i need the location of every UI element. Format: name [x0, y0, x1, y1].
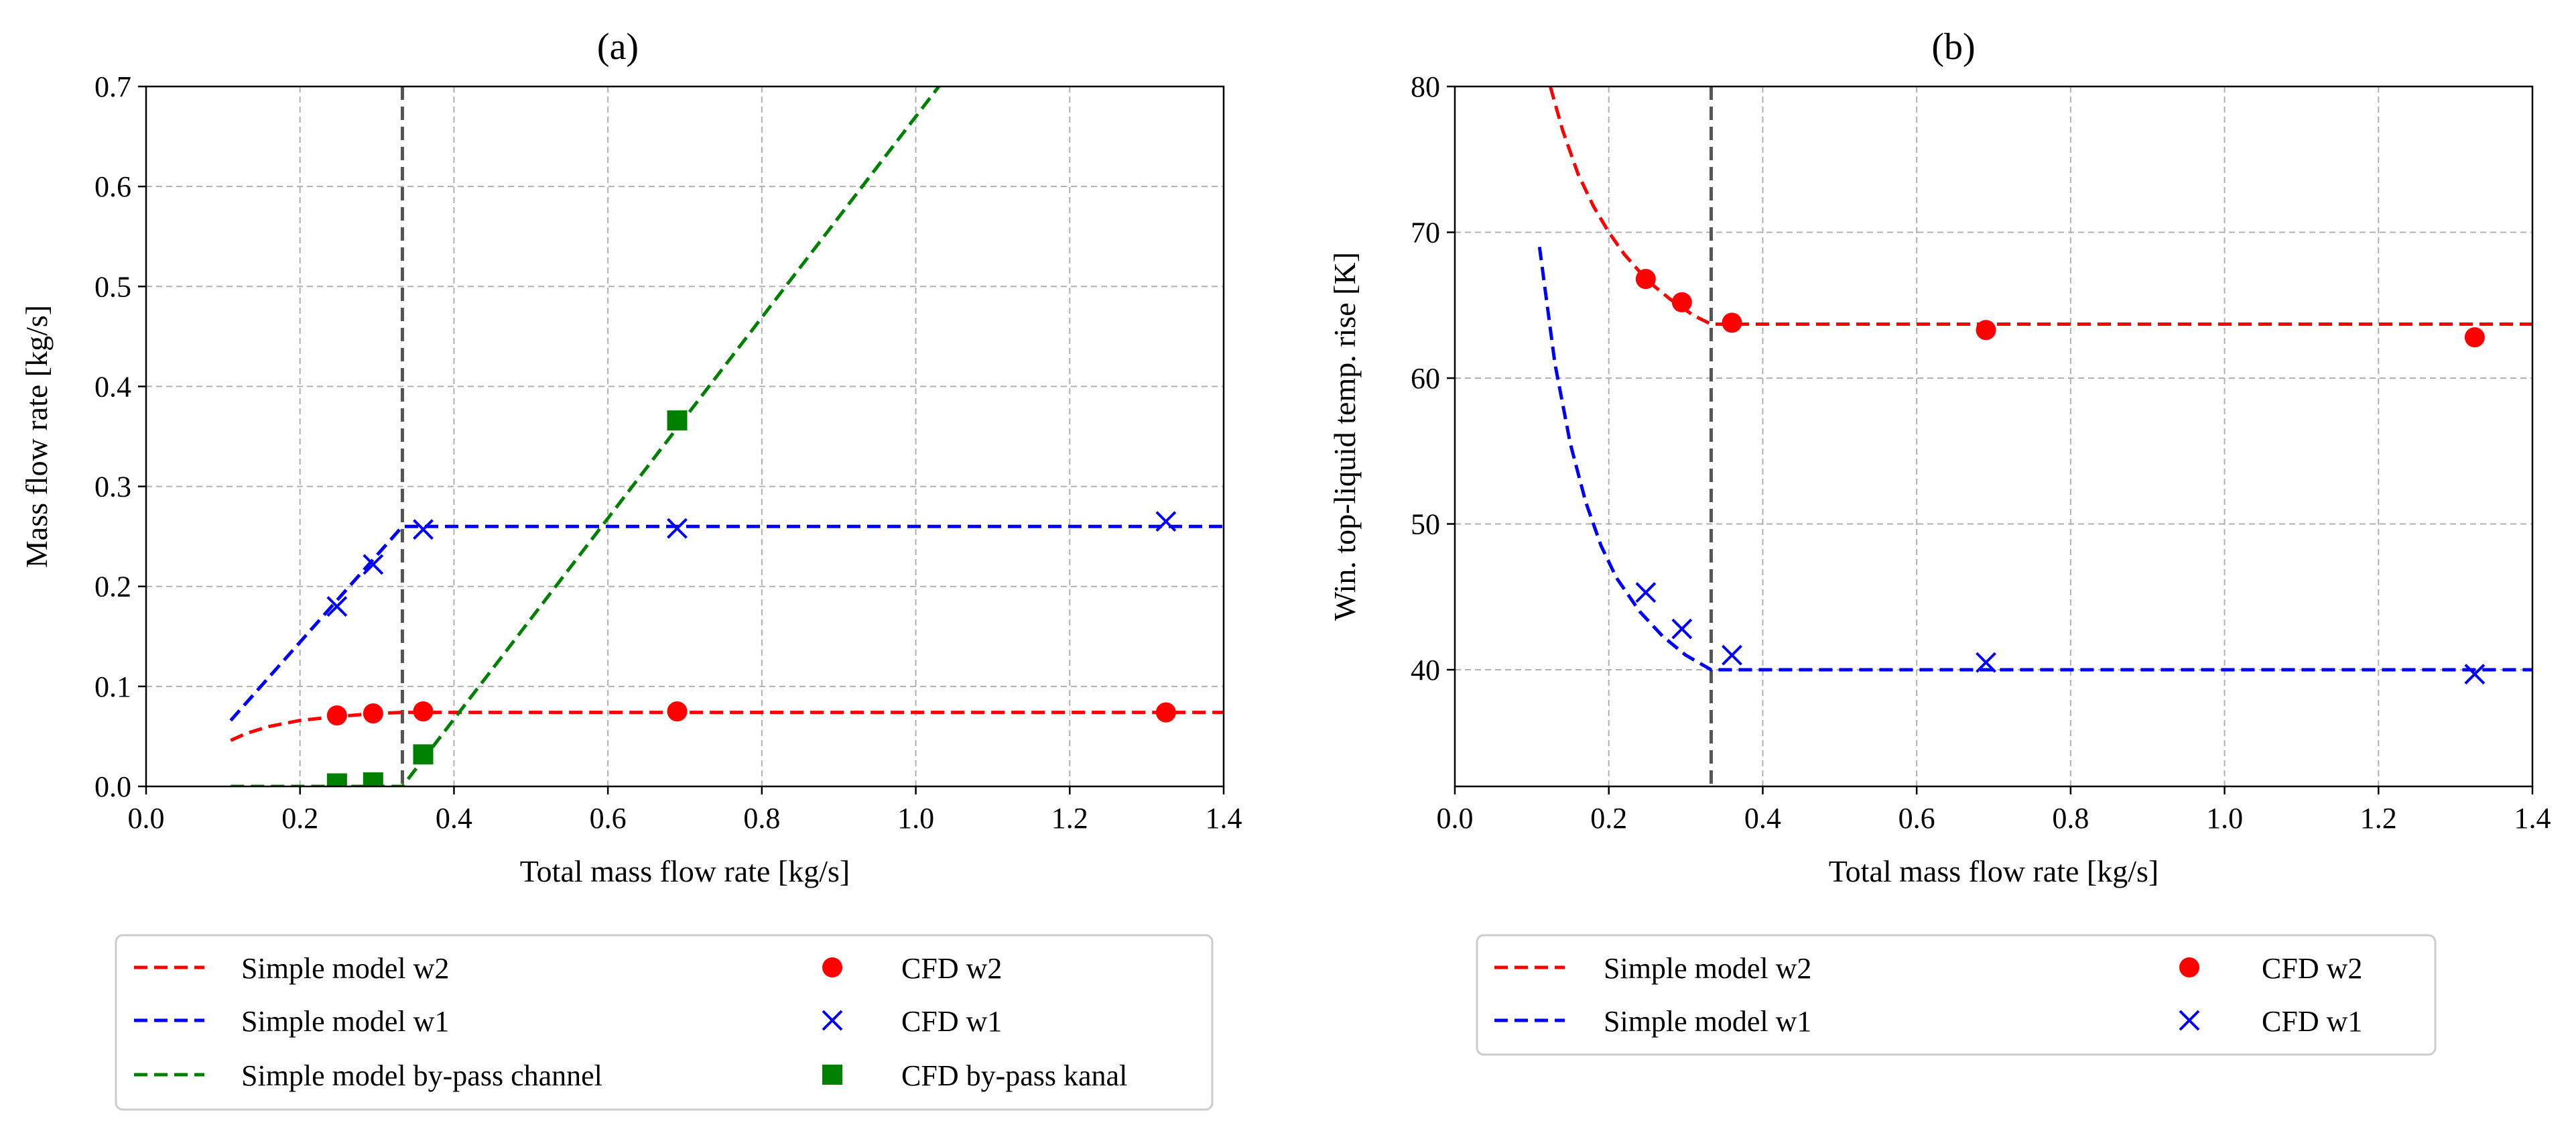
legend-a-marker-cfd-w2: [822, 957, 842, 977]
panel-b-x-axis-label: Total mass flow rate [kg/s]: [1829, 854, 2159, 888]
point-cfd-w1: [1671, 618, 1693, 640]
y-tick-label: 0.2: [94, 571, 131, 603]
x-tick-label: 0.2: [1590, 802, 1627, 835]
series-line-simple-model-w2: [230, 711, 1224, 742]
legend-b-label-simple-w2: Simple model w2: [1604, 952, 1811, 985]
panel-a-axes-frame: [145, 85, 1225, 788]
y-tick-label: 0.4: [94, 370, 131, 403]
y-tick-label: 50: [1411, 508, 1440, 541]
x-tick-label: 1.2: [2360, 802, 2397, 835]
legend-b-label-cfd-w2: CFD w2: [2262, 952, 2362, 985]
point-cfd-w2: [363, 703, 383, 724]
point-cfd-w1: [667, 518, 688, 539]
x-tick-label: 1.0: [2206, 802, 2243, 835]
series-line-simple-model-w1: [229, 524, 1224, 722]
x-tick-label: 0.4: [1744, 802, 1781, 835]
x-tick-label: 0.6: [590, 802, 627, 835]
legend-a-label-simple-bypass: Simple model by-pass channel: [241, 1059, 602, 1092]
point-cfd-by-pass-kanal: [363, 772, 383, 786]
panel-b-plot-area: [1537, 86, 2532, 786]
y-tick-label: 80: [1411, 70, 1440, 103]
legend-b-label-simple-w1: Simple model w1: [1604, 1005, 1811, 1038]
point-cfd-w2: [1155, 702, 1176, 723]
point-cfd-w2: [1671, 292, 1692, 312]
series-line-simple-model-w1: [1537, 246, 2532, 672]
legend-a-label-cfd-bypass: CFD by-pass kanal: [901, 1059, 1127, 1092]
panel-b-grid: [1454, 86, 2533, 786]
point-cfd-w1: [1976, 652, 1996, 673]
legend-a-label-cfd-w2: CFD w2: [901, 952, 1002, 985]
panel-a-y-tick-labels: 0.0 0.1 0.2 0.3 0.4 0.5 0.6 0.7: [94, 70, 146, 803]
legend-b-marker-cfd-w2: [2179, 957, 2199, 977]
x-tick-label: 1.0: [897, 802, 934, 835]
x-tick-label: 1.4: [1206, 802, 1242, 835]
y-tick-label: 0.3: [94, 471, 131, 503]
legend-a-label-cfd-w1: CFD w1: [901, 1005, 1002, 1038]
x-tick-label: 0.4: [436, 802, 472, 835]
point-cfd-w2: [1722, 312, 1742, 333]
panel-b-x-tick-labels: 0.0 0.2 0.4 0.6 0.8 1.0 1.2 1.4: [1437, 786, 2551, 835]
panel-b-y-tick-labels: 40 50 60 70 80: [1411, 70, 1455, 687]
y-tick-label: 0.7: [94, 70, 131, 103]
point-cfd-w2: [2464, 327, 2485, 348]
x-tick-label: 0.0: [128, 802, 165, 835]
x-tick-label: 0.8: [743, 802, 780, 835]
panel-a-grid: [145, 86, 1224, 787]
x-tick-label: 1.2: [1051, 802, 1088, 835]
point-cfd-w1: [1635, 582, 1657, 603]
y-tick-label: 0.0: [94, 770, 131, 803]
point-cfd-by-pass-kanal: [667, 410, 688, 431]
legend-a-marker-cfd-w1: [822, 1010, 843, 1031]
y-tick-label: 70: [1411, 217, 1440, 249]
point-cfd-w2: [1976, 320, 1996, 341]
point-cfd-w1: [363, 554, 384, 575]
point-cfd-w1: [326, 596, 348, 617]
x-tick-label: 0.0: [1437, 802, 1474, 835]
panel-b-axes-frame: [1454, 85, 2534, 788]
legend-a-label-simple-w1: Simple model w1: [241, 1005, 449, 1038]
legend-b-marker-cfd-w1: [2179, 1010, 2200, 1031]
point-cfd-w1: [1155, 511, 1177, 532]
y-tick-label: 0.6: [94, 170, 131, 203]
x-tick-label: 1.4: [2514, 802, 2551, 835]
point-cfd-w1: [2464, 664, 2486, 684]
panel-a: (a) 0.0 0.2 0.4 0.6 0.8 1.0 1.2 1.4 0.00.10.20.…: [19, 26, 1242, 888]
panel-a-plot-area: [229, 86, 1224, 786]
legend-a-label-simple-w2: Simple model w2: [241, 952, 449, 985]
point-cfd-w2: [667, 701, 688, 722]
x-tick-label: 0.6: [1898, 802, 1935, 835]
point-cfd-w2: [1635, 269, 1656, 290]
panel-a-legend-box: [115, 934, 1214, 1111]
y-tick-label: 60: [1411, 362, 1440, 395]
panel-b-y-axis-label: Win. top-liquid temp. rise [K]: [1328, 252, 1362, 621]
panel-b: (b) 0.0 0.2 0.4 0.6 0.8 1.0 1.2 1.4 4050607080 …: [1328, 26, 2551, 888]
x-tick-label: 0.8: [2052, 802, 2089, 835]
panel-a-legend: Simple model w2 Simple model w1 Simple m…: [115, 934, 1214, 1111]
legend-a-marker-cfd-bypass: [822, 1065, 842, 1085]
panel-a-series: [229, 86, 1224, 786]
point-cfd-by-pass-kanal: [413, 744, 434, 765]
legend-b-label-cfd-w1: CFD w1: [2262, 1005, 2362, 1038]
point-cfd-w1: [413, 519, 434, 540]
panel-b-legend: Simple model w2 Simple model w1 CFD w2 C…: [1476, 934, 2437, 1056]
panel-b-title: (b): [1931, 26, 1975, 68]
y-tick-label: 40: [1411, 654, 1440, 687]
panel-a-title: (a): [597, 26, 639, 68]
point-cfd-w2: [413, 701, 434, 722]
y-tick-label: 0.5: [94, 270, 131, 303]
point-cfd-w1: [1722, 644, 1742, 666]
panel-a-y-axis-label: Mass flow rate [kg/s]: [19, 305, 54, 568]
panel-b-series: [1537, 86, 2532, 786]
series-line-simple-model-w2: [1548, 86, 2532, 326]
point-cfd-by-pass-kanal: [326, 773, 347, 786]
x-tick-label: 0.2: [281, 802, 318, 835]
panel-a-x-tick-labels: 0.0 0.2 0.4 0.6 0.8 1.0 1.2 1.4: [128, 786, 1242, 835]
series-line-simple-model-by-pass-channel: [231, 86, 940, 786]
panel-a-x-axis-label: Total mass flow rate [kg/s]: [520, 854, 850, 888]
y-tick-label: 0.1: [94, 670, 131, 703]
point-cfd-w2: [326, 705, 347, 726]
